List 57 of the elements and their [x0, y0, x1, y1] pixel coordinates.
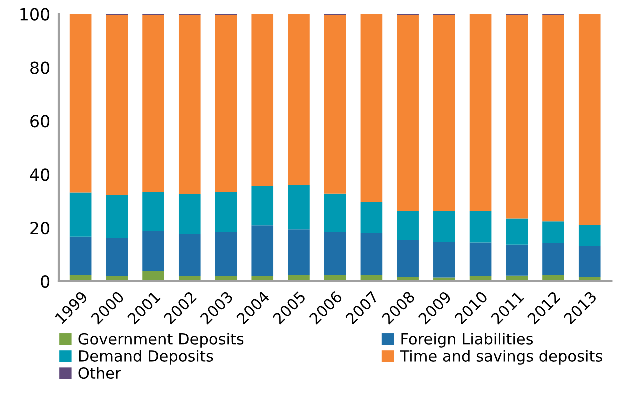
bar [470, 14, 492, 211]
y-tick-label: 0 [41, 275, 50, 288]
bar [70, 192, 92, 237]
bar [506, 244, 528, 276]
bar [434, 212, 456, 242]
bar [324, 232, 346, 276]
y-tick-label: 100 [20, 8, 50, 21]
bar [506, 218, 528, 245]
bar [578, 14, 601, 226]
y-tick-label: 20 [30, 222, 50, 235]
bar [542, 15, 564, 222]
bar [288, 14, 310, 186]
y-tick-label: 80 [30, 62, 50, 74]
bar [360, 14, 383, 202]
bar [106, 238, 128, 276]
bar [470, 210, 492, 243]
bar [70, 14, 92, 193]
bar [215, 232, 238, 276]
bar [252, 186, 274, 226]
bar [142, 15, 164, 193]
bar [252, 226, 274, 276]
bar [106, 195, 128, 238]
bar [106, 15, 128, 196]
bar [178, 194, 201, 234]
bar [324, 15, 346, 194]
bar [360, 202, 383, 234]
legend-label: Government Deposits [78, 333, 244, 348]
bar [288, 230, 310, 276]
bar [252, 14, 274, 186]
bar [434, 15, 456, 212]
y-tick-label: 60 [30, 115, 50, 128]
bar [215, 15, 238, 192]
bar [578, 246, 601, 278]
bar [470, 242, 492, 276]
bar [542, 243, 564, 276]
bar [178, 234, 201, 276]
bar [288, 185, 310, 230]
legend-label: Demand Deposits [79, 350, 214, 365]
y-tick-label: 40 [30, 168, 50, 182]
bar [506, 15, 528, 219]
bar [142, 271, 164, 282]
legend-label: Time and savings deposits [400, 350, 602, 365]
bar [397, 240, 419, 278]
bar [324, 194, 346, 232]
bar [397, 211, 419, 240]
bar [142, 232, 164, 272]
legend-label: Other [78, 367, 122, 380]
bar [215, 192, 238, 232]
bar [360, 233, 383, 276]
bar [434, 242, 456, 278]
bar [178, 15, 201, 194]
bar [397, 15, 419, 212]
bar [142, 192, 164, 232]
legend-label: Foreign Liabilities [402, 333, 534, 348]
bar [578, 225, 601, 246]
bar [542, 222, 564, 244]
bar [70, 236, 92, 276]
